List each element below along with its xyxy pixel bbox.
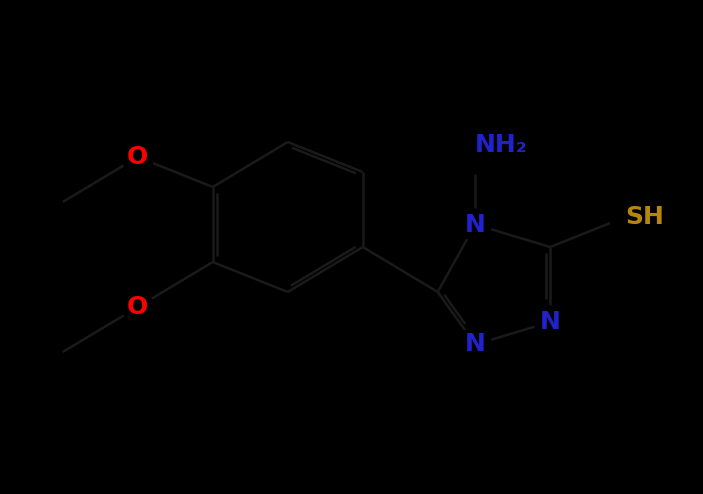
Text: N: N xyxy=(465,332,486,357)
Text: N: N xyxy=(540,310,561,334)
Text: NH₂: NH₂ xyxy=(475,133,528,157)
Text: O: O xyxy=(127,145,148,169)
Text: SH: SH xyxy=(625,205,664,229)
Text: O: O xyxy=(127,295,148,319)
Text: N: N xyxy=(465,212,486,237)
